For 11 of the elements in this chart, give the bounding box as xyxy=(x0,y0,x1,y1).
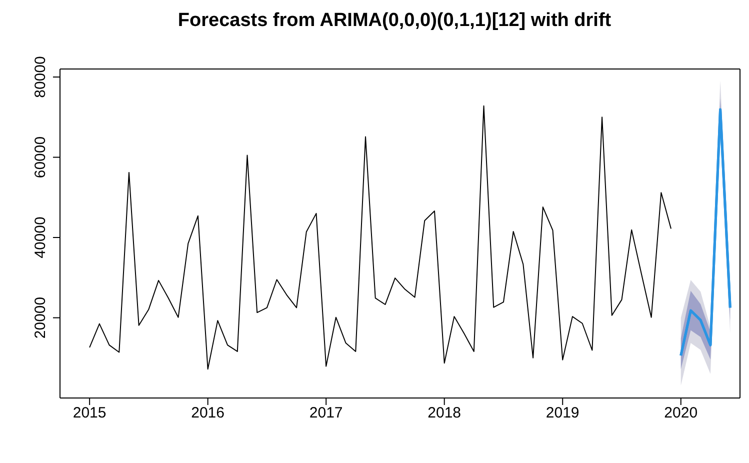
y-tick-label: 40000 xyxy=(32,216,49,258)
y-tick-label: 60000 xyxy=(32,136,49,178)
y-tick-label: 80000 xyxy=(32,56,49,98)
x-tick-label: 2018 xyxy=(428,404,462,422)
x-tick-label: 2015 xyxy=(72,404,106,422)
chart-title: Forecasts from ARIMA(0,0,0)(0,1,1)[12] with drift xyxy=(176,9,612,33)
x-tick-label: 2017 xyxy=(309,404,343,422)
x-tick-label: 2016 xyxy=(191,404,225,422)
x-tick-label: 2019 xyxy=(546,404,580,422)
x-tick-label: 2020 xyxy=(664,404,698,422)
y-tick-label: 20000 xyxy=(32,296,49,339)
